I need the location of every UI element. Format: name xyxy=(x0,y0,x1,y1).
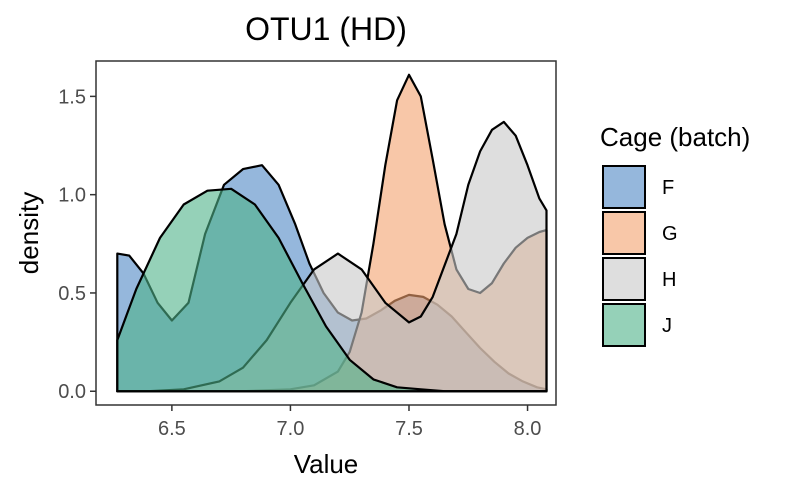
legend-key-h xyxy=(602,257,646,301)
y-tick-label: 1.0 xyxy=(58,185,86,207)
legend-key-g xyxy=(602,211,646,255)
y-axis-title: density xyxy=(14,192,44,274)
legend-label-j: J xyxy=(662,315,672,337)
y-axis: 0.0 0.5 1.0 1.5 xyxy=(58,86,96,403)
density-area-j xyxy=(116,187,548,393)
y-tick-label: 0.5 xyxy=(58,283,86,305)
x-axis-title: Value xyxy=(294,449,359,479)
legend-key-j xyxy=(602,303,646,347)
x-tick-label: 7.0 xyxy=(277,418,305,440)
x-tick-label: 7.5 xyxy=(395,418,423,440)
x-axis: 6.5 7.0 7.5 8.0 xyxy=(158,405,541,440)
legend-label-g: G xyxy=(662,223,678,245)
legend-key-f xyxy=(602,165,646,209)
legend-label-h: H xyxy=(662,269,676,291)
y-tick-label: 1.5 xyxy=(58,86,86,108)
y-tick-label: 0.0 xyxy=(58,381,86,403)
x-tick-label: 8.0 xyxy=(514,418,542,440)
x-tick-label: 6.5 xyxy=(158,418,186,440)
legend-label-f: F xyxy=(662,177,674,199)
legend-title: Cage (batch) xyxy=(600,122,750,152)
density-areas xyxy=(116,73,548,393)
chart-title: OTU1 (HD) xyxy=(245,11,407,47)
legend: F G H J xyxy=(602,165,678,347)
